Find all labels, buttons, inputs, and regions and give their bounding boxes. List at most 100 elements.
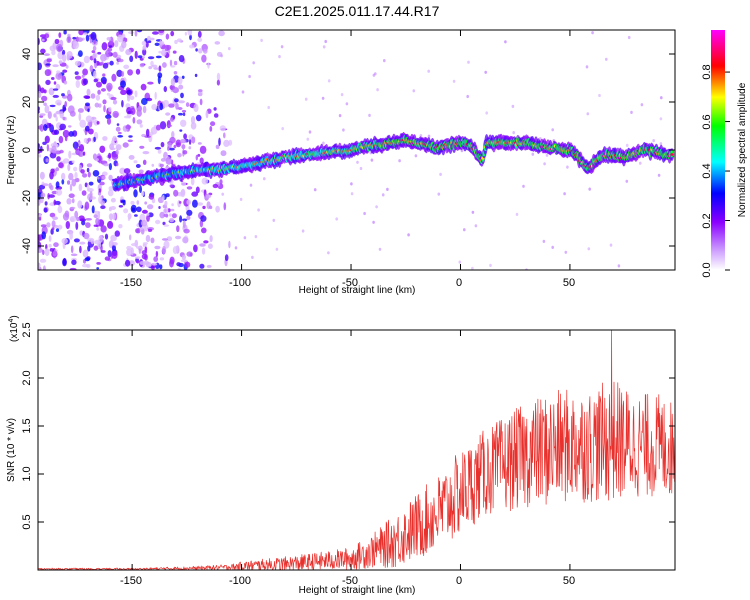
noise-blob	[53, 242, 59, 248]
y-tick-label: 2.0	[21, 370, 33, 385]
noise-blob	[77, 37, 83, 42]
noise-blob	[120, 80, 126, 88]
noise-blob	[542, 239, 546, 243]
noise-blob	[111, 153, 119, 160]
noise-blob	[383, 59, 386, 63]
noise-blob	[126, 107, 132, 115]
noise-blob	[97, 51, 102, 55]
noise-blob	[51, 145, 57, 154]
noise-blob	[70, 245, 74, 254]
noise-blob	[640, 103, 644, 107]
noise-blob	[71, 160, 75, 164]
spectrogram-x-tick-labels: -150 -100 -50 0 50	[120, 277, 575, 289]
noise-blob	[127, 69, 133, 76]
noise-blob	[118, 224, 123, 229]
noise-blob	[96, 227, 100, 231]
noise-blob	[62, 116, 66, 121]
noise-blob	[102, 79, 107, 85]
noise-blob	[327, 79, 331, 83]
noise-blob	[201, 177, 208, 185]
noise-blob	[151, 104, 158, 110]
noise-blob	[130, 204, 137, 213]
scale-factor-text: (x10	[9, 322, 20, 342]
noise-blob	[156, 124, 161, 131]
noise-blob	[127, 213, 132, 220]
noise-blob	[136, 119, 143, 125]
noise-blob	[74, 172, 78, 179]
noise-blob	[92, 153, 98, 160]
noise-blob	[111, 137, 118, 142]
noise-blob	[165, 33, 170, 40]
noise-blob	[146, 97, 153, 102]
noise-blob	[66, 33, 72, 38]
noise-blob	[44, 69, 52, 77]
noise-blob	[88, 181, 94, 186]
noise-blob	[112, 244, 116, 252]
noise-blob	[99, 181, 105, 186]
noise-blob	[48, 182, 52, 189]
noise-blob	[378, 247, 382, 251]
noise-blob	[39, 113, 46, 116]
noise-blob	[183, 228, 190, 234]
noise-blob	[657, 173, 661, 177]
noise-blob	[115, 144, 122, 151]
noise-blob	[106, 117, 112, 125]
noise-blob	[220, 54, 223, 58]
noise-blob	[272, 218, 276, 222]
noise-blob	[111, 250, 118, 259]
noise-blob	[138, 169, 144, 174]
noise-blob	[466, 94, 470, 99]
noise-blob	[79, 241, 86, 245]
noise-blob	[81, 74, 85, 78]
noise-blob	[57, 224, 63, 230]
noise-blob	[53, 81, 57, 85]
noise-blob	[115, 126, 121, 132]
noise-blob	[177, 153, 182, 158]
noise-blob	[164, 200, 168, 206]
noise-blob	[147, 56, 155, 60]
noise-blob	[38, 90, 42, 98]
noise-blob	[49, 248, 54, 252]
noise-blob	[187, 30, 193, 36]
noise-blob	[58, 135, 64, 144]
noise-blob	[178, 100, 185, 104]
noise-blob	[74, 71, 79, 75]
noise-blob	[174, 98, 179, 103]
noise-blob	[630, 110, 633, 114]
noise-blob	[221, 192, 224, 196]
noise-blob	[68, 193, 75, 198]
noise-blob	[200, 215, 207, 222]
noise-blob	[114, 40, 119, 48]
noise-blob	[170, 30, 175, 37]
noise-blob	[97, 211, 101, 220]
noise-blob	[55, 110, 62, 115]
noise-blob	[133, 189, 138, 198]
noise-blob	[49, 45, 57, 52]
noise-blob	[41, 38, 45, 42]
noise-blob	[210, 121, 216, 127]
noise-blob	[51, 220, 56, 228]
noise-blob	[44, 248, 50, 256]
noise-blob	[86, 167, 90, 173]
noise-blob	[127, 139, 133, 143]
noise-blob	[182, 220, 186, 229]
noise-blob	[129, 95, 135, 101]
noise-blob	[260, 38, 263, 43]
noise-blob	[139, 124, 143, 128]
noise-blob	[55, 228, 60, 233]
noise-blob	[160, 41, 165, 46]
noise-blob	[62, 158, 70, 164]
noise-blob	[155, 55, 162, 59]
noise-blob	[175, 245, 179, 251]
noise-blob	[48, 87, 55, 96]
noise-blob	[335, 217, 339, 221]
noise-blob	[91, 205, 95, 214]
noise-blob	[137, 55, 143, 59]
noise-blob	[147, 228, 153, 232]
noise-blob	[182, 218, 188, 222]
noise-blob	[134, 90, 138, 98]
noise-blob	[81, 190, 87, 196]
noise-blob	[209, 125, 213, 132]
noise-blob	[138, 248, 142, 254]
noise-blob	[180, 182, 187, 186]
